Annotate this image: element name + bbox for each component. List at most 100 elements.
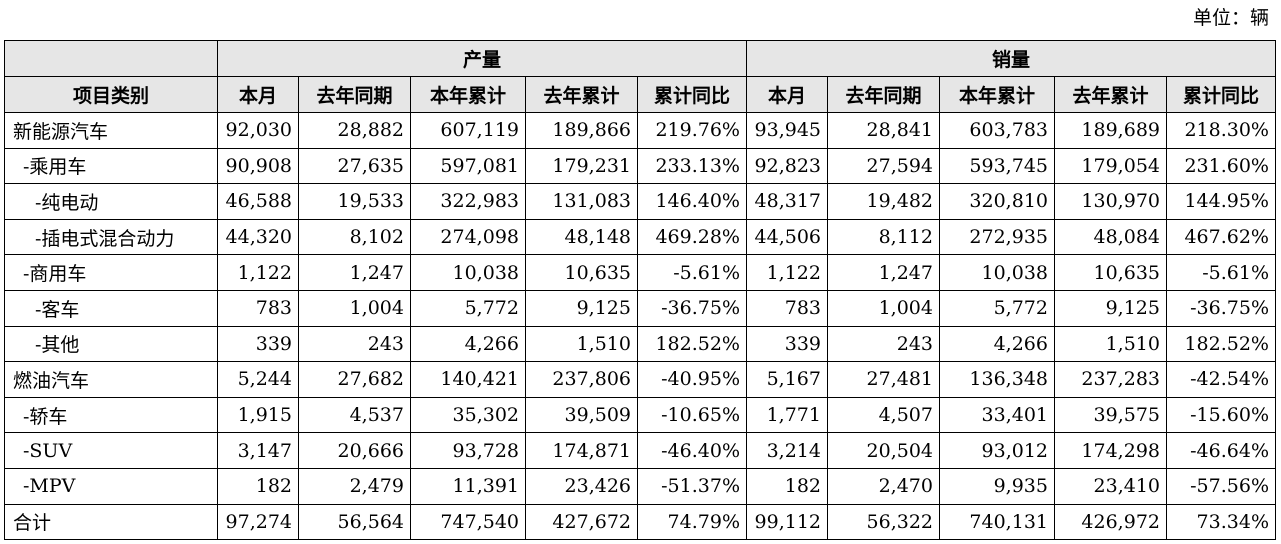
sales-last-ytd-cell: 179,054 <box>1054 147 1167 185</box>
sales-this-month-cell: 3,214 <box>746 432 828 469</box>
production-yoy-cell: -36.75% <box>637 289 747 327</box>
table-body: 新能源汽车 92,030 28,882 607,119 189,866 219.76% 93… <box>4 112 1276 541</box>
sales-ytd-cell: 33,401 <box>939 396 1055 434</box>
production-last-ytd-cell: 10,635 <box>525 254 638 291</box>
sales-last-year-same-cell: 1,247 <box>827 254 940 291</box>
header-category: 项目类别 <box>4 76 218 113</box>
sales-last-year-same-cell: 4,507 <box>827 396 940 434</box>
sales-last-year-same-cell: 8,112 <box>827 218 940 256</box>
sales-last-year-same-cell: 27,481 <box>827 361 940 398</box>
sales-this-month-cell: 44,506 <box>746 218 828 256</box>
sales-last-ytd-cell: 48,084 <box>1054 218 1167 256</box>
row-label: -轿车 <box>4 396 218 434</box>
production-last-ytd-cell: 131,083 <box>525 183 638 220</box>
sales-last-ytd-cell: 426,972 <box>1054 503 1167 541</box>
production-ytd-cell: 597,081 <box>410 147 526 185</box>
sales-yoy-cell: -46.64% <box>1166 432 1276 469</box>
sales-last-year-same-cell: 20,504 <box>827 432 940 469</box>
row-label: -纯电动 <box>4 183 218 220</box>
production-ytd-cell: 140,421 <box>410 361 526 398</box>
production-ytd-cell: 5,772 <box>410 289 526 327</box>
production-ytd-cell: 10,038 <box>410 254 526 291</box>
table-row: -轿车 1,915 4,537 35,302 39,509 -10.65% 1,771 4,5… <box>4 396 1276 434</box>
header-col-last-ytd: 去年累计 <box>1054 76 1167 113</box>
sales-ytd-cell: 9,935 <box>939 467 1055 505</box>
unit-label: 单位：辆 <box>1192 7 1269 29</box>
table-row: -插电式混合动力 44,320 8,102 274,098 48,148 469.28% 4… <box>4 218 1276 256</box>
row-label: 燃油汽车 <box>4 361 218 398</box>
table-row: -客车 783 1,004 5,772 9,125 -36.75% 783 1,004 5,77… <box>4 289 1276 327</box>
sales-yoy-cell: 231.60% <box>1166 147 1276 185</box>
sales-ytd-cell: 93,012 <box>939 432 1055 469</box>
sales-this-month-cell: 99,112 <box>746 503 828 541</box>
sales-last-ytd-cell: 174,298 <box>1054 432 1167 469</box>
sales-ytd-cell: 593,745 <box>939 147 1055 185</box>
sales-last-ytd-cell: 9,125 <box>1054 289 1167 327</box>
sales-yoy-cell: 144.95% <box>1166 183 1276 220</box>
sales-last-year-same-cell: 27,594 <box>827 147 940 185</box>
sales-ytd-cell: 603,783 <box>939 112 1055 149</box>
row-label: -插电式混合动力 <box>4 218 218 256</box>
production-this-month-cell: 1,915 <box>217 396 299 434</box>
sales-last-year-same-cell: 2,470 <box>827 467 940 505</box>
table-row: 新能源汽车 92,030 28,882 607,119 189,866 219.76% 93… <box>4 112 1276 149</box>
production-last-ytd-cell: 39,509 <box>525 396 638 434</box>
sales-ytd-cell: 4,266 <box>939 325 1055 363</box>
production-ytd-cell: 607,119 <box>410 112 526 149</box>
production-ytd-cell: 274,098 <box>410 218 526 256</box>
header-blank-cell <box>4 40 218 77</box>
production-yoy-cell: 146.40% <box>637 183 747 220</box>
production-last-ytd-cell: 1,510 <box>525 325 638 363</box>
production-last-ytd-cell: 189,866 <box>525 112 638 149</box>
production-yoy-cell: 219.76% <box>637 112 747 149</box>
production-ytd-cell: 11,391 <box>410 467 526 505</box>
sales-last-year-same-cell: 243 <box>827 325 940 363</box>
sales-ytd-cell: 320,810 <box>939 183 1055 220</box>
production-ytd-cell: 93,728 <box>410 432 526 469</box>
sales-last-year-same-cell: 28,841 <box>827 112 940 149</box>
sales-yoy-cell: 73.34% <box>1166 503 1276 541</box>
production-last-year-same-cell: 1,247 <box>298 254 411 291</box>
production-last-ytd-cell: 179,231 <box>525 147 638 185</box>
header-column-row: 项目类别 本月 去年同期 本年累计 去年累计 累计同比 本月 去年同期 本年累计… <box>4 76 1276 113</box>
sales-last-ytd-cell: 1,510 <box>1054 325 1167 363</box>
production-this-month-cell: 182 <box>217 467 299 505</box>
header-col-this-month: 本月 <box>217 76 299 113</box>
table-row: -纯电动 46,588 19,533 322,983 131,083 146.40% 48,… <box>4 183 1276 220</box>
production-last-ytd-cell: 427,672 <box>525 503 638 541</box>
header-col-yoy: 累计同比 <box>1166 76 1276 113</box>
sales-yoy-cell: -42.54% <box>1166 361 1276 398</box>
production-last-year-same-cell: 20,666 <box>298 432 411 469</box>
sales-this-month-cell: 339 <box>746 325 828 363</box>
header-col-last-year-same: 去年同期 <box>827 76 940 113</box>
row-label: -其他 <box>4 325 218 363</box>
table-row: -MPV 182 2,479 11,391 23,426 -51.37% 182 2,470 9… <box>4 467 1276 505</box>
sales-last-ytd-cell: 23,410 <box>1054 467 1167 505</box>
table-row: -商用车 1,122 1,247 10,038 10,635 -5.61% 1,122 1,2… <box>4 254 1276 291</box>
sales-yoy-cell: 467.62% <box>1166 218 1276 256</box>
production-ytd-cell: 322,983 <box>410 183 526 220</box>
sales-this-month-cell: 1,122 <box>746 254 828 291</box>
sales-this-month-cell: 1,771 <box>746 396 828 434</box>
production-this-month-cell: 90,908 <box>217 147 299 185</box>
header-sales: 销量 <box>746 40 1276 77</box>
production-ytd-cell: 747,540 <box>410 503 526 541</box>
production-last-year-same-cell: 4,537 <box>298 396 411 434</box>
sales-yoy-cell: -36.75% <box>1166 289 1276 327</box>
sales-ytd-cell: 136,348 <box>939 361 1055 398</box>
production-this-month-cell: 3,147 <box>217 432 299 469</box>
sales-this-month-cell: 5,167 <box>746 361 828 398</box>
header-col-yoy: 累计同比 <box>637 76 747 113</box>
production-yoy-cell: 233.13% <box>637 147 747 185</box>
production-yoy-cell: -40.95% <box>637 361 747 398</box>
production-last-year-same-cell: 1,004 <box>298 289 411 327</box>
production-this-month-cell: 5,244 <box>217 361 299 398</box>
sales-this-month-cell: 783 <box>746 289 828 327</box>
sales-ytd-cell: 5,772 <box>939 289 1055 327</box>
production-sales-table: 产量 销量 项目类别 本月 去年同期 本年累计 去年累计 累计同比 本月 去年同… <box>4 40 1276 541</box>
production-this-month-cell: 46,588 <box>217 183 299 220</box>
production-this-month-cell: 97,274 <box>217 503 299 541</box>
production-last-year-same-cell: 19,533 <box>298 183 411 220</box>
sales-yoy-cell: 218.30% <box>1166 112 1276 149</box>
sales-ytd-cell: 272,935 <box>939 218 1055 256</box>
